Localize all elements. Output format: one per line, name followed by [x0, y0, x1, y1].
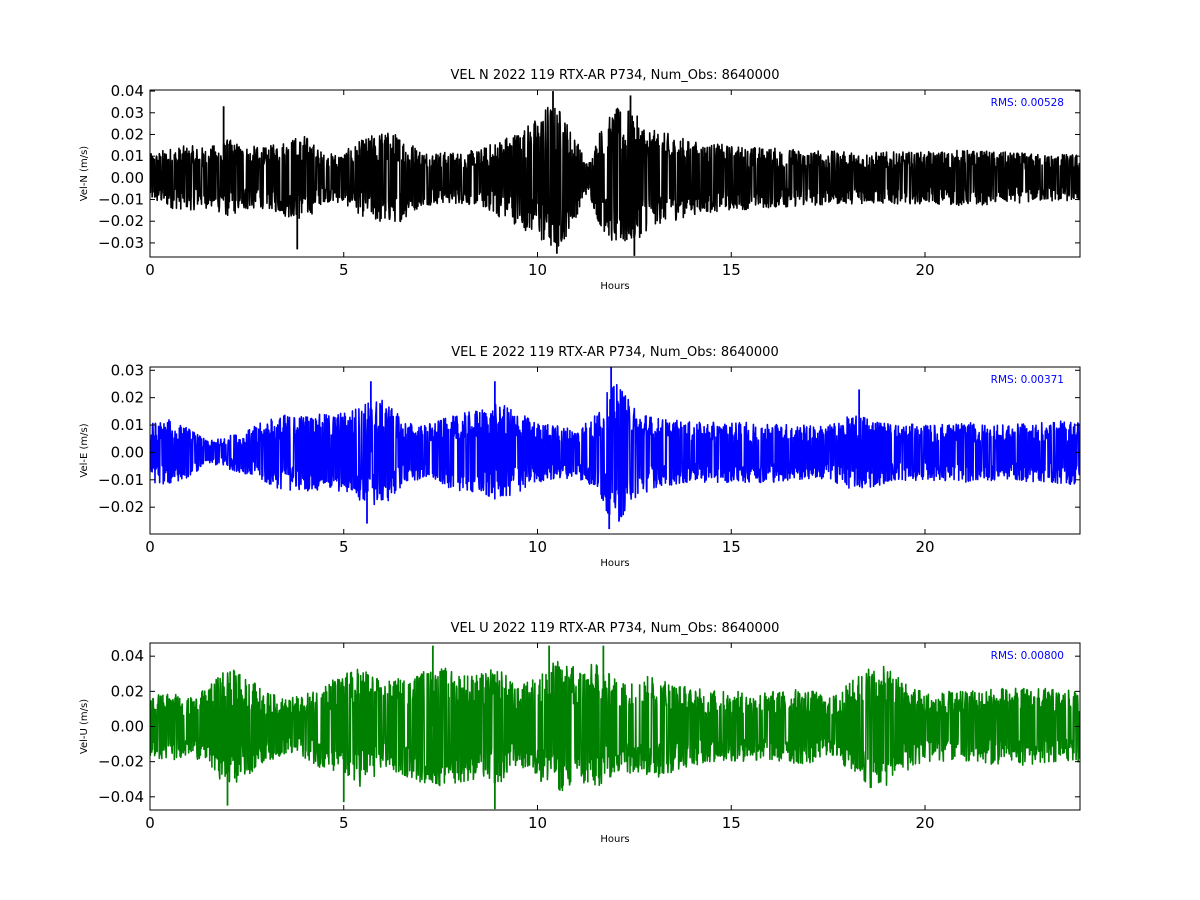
y-tick-label-north: 0.03 — [111, 104, 144, 122]
signal-trace-up — [150, 660, 1080, 792]
x-tick-label-east: 20 — [915, 538, 934, 556]
y-tick-label-up: −0.04 — [98, 788, 144, 806]
x-tick-label-up: 15 — [722, 814, 741, 832]
x-tick-label-north: 10 — [528, 261, 547, 279]
x-tick-label-north: 5 — [339, 261, 349, 279]
y-tick-label-up: 0.00 — [111, 718, 144, 736]
subplot-north: VEL N 2022 119 RTX-AR P734, Num_Obs: 864… — [79, 68, 1081, 292]
x-tick-label-north: 15 — [722, 261, 741, 279]
x-tick-label-up: 10 — [528, 814, 547, 832]
subplot-title-up: VEL U 2022 119 RTX-AR P734, Num_Obs: 864… — [451, 621, 780, 636]
x-tick-label-east: 0 — [145, 538, 155, 556]
y-tick-label-east: 0.01 — [111, 416, 144, 434]
y-tick-label-north: 0.00 — [111, 169, 144, 187]
y-tick-label-up: 0.04 — [111, 647, 144, 665]
y-tick-label-north: 0.01 — [111, 147, 144, 165]
rms-annotation-east: RMS: 0.00371 — [991, 374, 1064, 386]
y-axis-label-east: Vel-E (m/s) — [79, 423, 90, 477]
rms-annotation-north: RMS: 0.00528 — [991, 97, 1064, 109]
y-axis-label-north: Vel-N (m/s) — [79, 146, 90, 201]
x-tick-label-up: 0 — [145, 814, 155, 832]
x-tick-label-up: 20 — [915, 814, 934, 832]
y-tick-label-north: −0.01 — [98, 191, 144, 209]
signal-trace-east — [150, 383, 1080, 522]
y-tick-label-east: −0.02 — [98, 498, 144, 516]
y-tick-label-north: 0.04 — [111, 82, 144, 100]
x-tick-label-up: 5 — [339, 814, 349, 832]
y-tick-label-up: −0.02 — [98, 753, 144, 771]
y-tick-label-up: 0.02 — [111, 682, 144, 700]
x-tick-label-east: 15 — [722, 538, 741, 556]
y-tick-label-east: 0.03 — [111, 361, 144, 379]
x-tick-label-north: 20 — [915, 261, 934, 279]
subplot-up: VEL U 2022 119 RTX-AR P734, Num_Obs: 864… — [79, 621, 1081, 845]
signal-trace-north — [150, 106, 1080, 247]
axes-frame-north — [149, 89, 1081, 258]
y-tick-label-east: −0.01 — [98, 471, 144, 489]
axes-frame-east — [149, 366, 1081, 535]
subplot-title-north: VEL N 2022 119 RTX-AR P734, Num_Obs: 864… — [451, 68, 780, 83]
y-tick-label-east: 0.00 — [111, 443, 144, 461]
subplot-east: VEL E 2022 119 RTX-AR P734, Num_Obs: 864… — [79, 345, 1081, 569]
x-tick-label-east: 10 — [528, 538, 547, 556]
subplot-title-east: VEL E 2022 119 RTX-AR P734, Num_Obs: 864… — [451, 345, 778, 360]
y-axis-label-up: Vel-U (m/s) — [79, 699, 90, 754]
x-axis-label-up: Hours — [600, 834, 629, 845]
y-tick-label-east: 0.02 — [111, 389, 144, 407]
x-axis-label-north: Hours — [600, 281, 629, 292]
x-axis-label-east: Hours — [600, 558, 629, 569]
y-tick-label-north: −0.03 — [98, 234, 144, 252]
x-tick-label-north: 0 — [145, 261, 155, 279]
rms-annotation-up: RMS: 0.00800 — [991, 650, 1064, 662]
y-tick-label-north: −0.02 — [98, 212, 144, 230]
y-tick-label-north: 0.02 — [111, 125, 144, 143]
x-tick-label-east: 5 — [339, 538, 349, 556]
